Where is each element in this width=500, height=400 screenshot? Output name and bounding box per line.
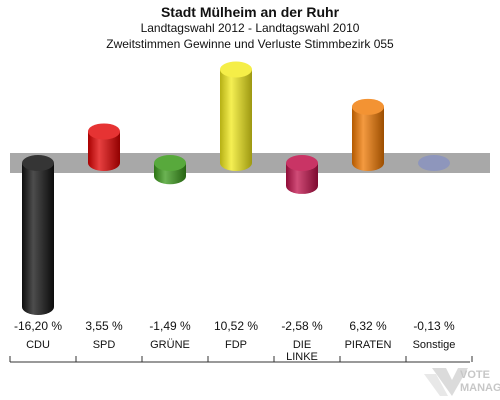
value-label-spd: 3,55 % [85,319,123,333]
bar-grüne [154,155,186,185]
category-axis: CDU SPD GRÜNE FDP DIE LINKE PIRATEN Sonstige [9,339,473,363]
watermark-text: VOTE [460,369,490,381]
value-label-piraten: 6,32 % [349,319,387,333]
category-label-die-linke: DIE LINKE [286,339,318,363]
value-label-sonstige: -0,13 % [413,319,455,333]
watermark: VOTE MANAGER [424,368,500,396]
category-label-grüne: GRÜNE [150,339,190,351]
category-label-cdu: CDU [26,339,50,351]
watermark-text-2: MANAGER [460,382,500,394]
chart-subtitle-2: Zweitstimmen Gewinne und Verluste Stimmb… [106,37,394,51]
vote-manager-logo-icon [424,368,468,396]
bars-group [22,61,450,315]
bar-piraten [352,98,384,171]
chart-subtitle: Landtagswahl 2012 - Landtagswahl 2010 [141,21,360,35]
value-label-cdu: -16,20 % [14,319,62,333]
bar-cdu [22,155,54,315]
category-label-sonstige: Sonstige [413,339,456,351]
value-label-grüne: -1,49 % [149,319,191,333]
category-label-spd: SPD [93,339,116,351]
category-label-piraten: PIRATEN [345,339,392,351]
bar-die-linke [286,155,318,194]
chart-title: Stadt Mülheim an der Ruhr [161,4,340,20]
value-labels-group: -16,20 % 3,55 % -1,49 % 10,52 % -2,58 % 6,32 … [14,319,455,333]
bar-spd [88,123,120,171]
bar-fdp [220,61,252,171]
bar-sonstige [418,155,450,171]
category-label-fdp: FDP [225,339,247,351]
value-label-die-linke: -2,58 % [281,319,323,333]
value-label-fdp: 10,52 % [214,319,258,333]
